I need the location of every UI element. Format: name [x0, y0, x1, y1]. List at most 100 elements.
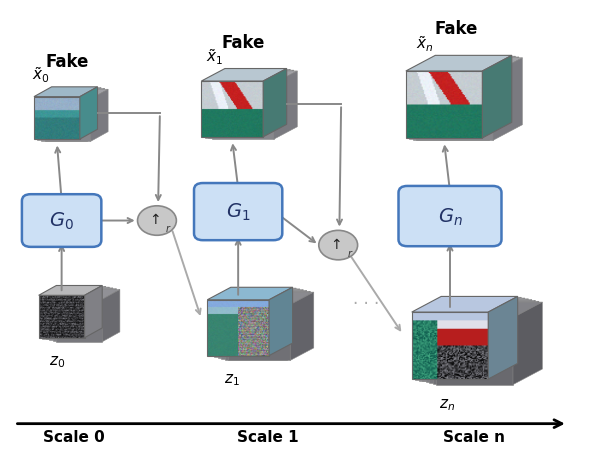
Polygon shape	[49, 298, 95, 341]
Text: $G_{1}$: $G_{1}$	[226, 202, 251, 223]
Polygon shape	[406, 56, 512, 72]
Polygon shape	[482, 56, 512, 138]
Polygon shape	[212, 84, 274, 140]
Polygon shape	[433, 302, 539, 317]
Polygon shape	[409, 73, 486, 139]
Polygon shape	[207, 288, 293, 300]
Polygon shape	[222, 291, 307, 304]
Polygon shape	[225, 304, 287, 360]
Polygon shape	[426, 300, 532, 316]
Polygon shape	[274, 72, 297, 140]
Text: $r$: $r$	[346, 248, 353, 258]
Polygon shape	[37, 98, 83, 141]
Polygon shape	[80, 87, 97, 140]
Polygon shape	[267, 70, 290, 138]
Polygon shape	[510, 302, 539, 384]
Text: $G_{0}$: $G_{0}$	[49, 211, 74, 232]
FancyBboxPatch shape	[194, 184, 282, 241]
Polygon shape	[499, 299, 528, 382]
Polygon shape	[486, 57, 516, 139]
Polygon shape	[83, 88, 101, 141]
Text: Scale 1: Scale 1	[237, 429, 298, 444]
Text: Fake: Fake	[221, 33, 264, 51]
Text: Fake: Fake	[46, 53, 89, 71]
Polygon shape	[419, 314, 495, 381]
Polygon shape	[273, 289, 296, 357]
Polygon shape	[416, 59, 522, 74]
Polygon shape	[287, 292, 310, 360]
Polygon shape	[506, 301, 535, 383]
Polygon shape	[218, 290, 303, 303]
Polygon shape	[201, 69, 287, 82]
Polygon shape	[205, 83, 267, 138]
Polygon shape	[429, 301, 535, 316]
Polygon shape	[45, 90, 108, 100]
Polygon shape	[419, 299, 525, 314]
FancyBboxPatch shape	[22, 195, 102, 247]
Polygon shape	[53, 299, 99, 341]
Polygon shape	[34, 87, 97, 97]
Text: $\tilde{x}_n$: $\tilde{x}_n$	[416, 34, 434, 54]
Text: Fake: Fake	[434, 20, 478, 38]
Polygon shape	[415, 298, 521, 313]
Polygon shape	[503, 300, 532, 382]
Polygon shape	[413, 74, 489, 140]
Polygon shape	[102, 290, 120, 342]
Polygon shape	[56, 299, 102, 342]
Polygon shape	[53, 289, 116, 299]
Text: · · ·: · · ·	[353, 295, 380, 313]
Polygon shape	[263, 69, 287, 138]
Text: $z_n$: $z_n$	[439, 397, 455, 413]
Circle shape	[138, 207, 176, 236]
Text: $z_1$: $z_1$	[225, 372, 240, 387]
Polygon shape	[412, 297, 517, 313]
Polygon shape	[214, 289, 299, 302]
Polygon shape	[84, 286, 102, 338]
Polygon shape	[409, 57, 516, 73]
Polygon shape	[45, 100, 90, 142]
Polygon shape	[222, 304, 283, 359]
Polygon shape	[280, 290, 303, 358]
Polygon shape	[211, 301, 273, 357]
Polygon shape	[95, 288, 113, 341]
Polygon shape	[416, 74, 493, 141]
Polygon shape	[46, 287, 109, 297]
Polygon shape	[99, 289, 116, 341]
Polygon shape	[87, 89, 105, 141]
Polygon shape	[492, 298, 521, 380]
FancyBboxPatch shape	[399, 187, 501, 247]
Polygon shape	[229, 305, 290, 361]
Polygon shape	[415, 313, 492, 380]
Polygon shape	[37, 88, 101, 98]
Text: Scale 0: Scale 0	[43, 429, 105, 444]
Polygon shape	[413, 58, 519, 74]
Polygon shape	[42, 296, 88, 339]
Polygon shape	[290, 292, 314, 361]
Polygon shape	[208, 83, 270, 139]
Polygon shape	[211, 289, 296, 301]
Polygon shape	[205, 70, 290, 83]
Polygon shape	[56, 290, 120, 299]
Polygon shape	[208, 71, 294, 83]
Polygon shape	[212, 72, 297, 84]
Polygon shape	[429, 316, 506, 383]
Polygon shape	[39, 286, 102, 296]
Text: Scale n: Scale n	[443, 429, 504, 444]
Polygon shape	[269, 288, 293, 356]
Polygon shape	[422, 315, 499, 382]
Polygon shape	[495, 299, 525, 381]
Polygon shape	[229, 292, 314, 305]
Polygon shape	[214, 302, 276, 357]
Polygon shape	[433, 317, 510, 384]
Polygon shape	[270, 71, 294, 139]
Polygon shape	[49, 288, 113, 298]
Polygon shape	[422, 299, 528, 315]
Polygon shape	[42, 287, 106, 296]
Polygon shape	[46, 297, 91, 340]
Polygon shape	[218, 303, 280, 358]
Polygon shape	[90, 90, 108, 142]
Polygon shape	[437, 318, 513, 385]
Text: $\tilde{x}_1$: $\tilde{x}_1$	[206, 47, 223, 67]
Text: ↑: ↑	[149, 212, 161, 226]
Circle shape	[319, 231, 358, 260]
